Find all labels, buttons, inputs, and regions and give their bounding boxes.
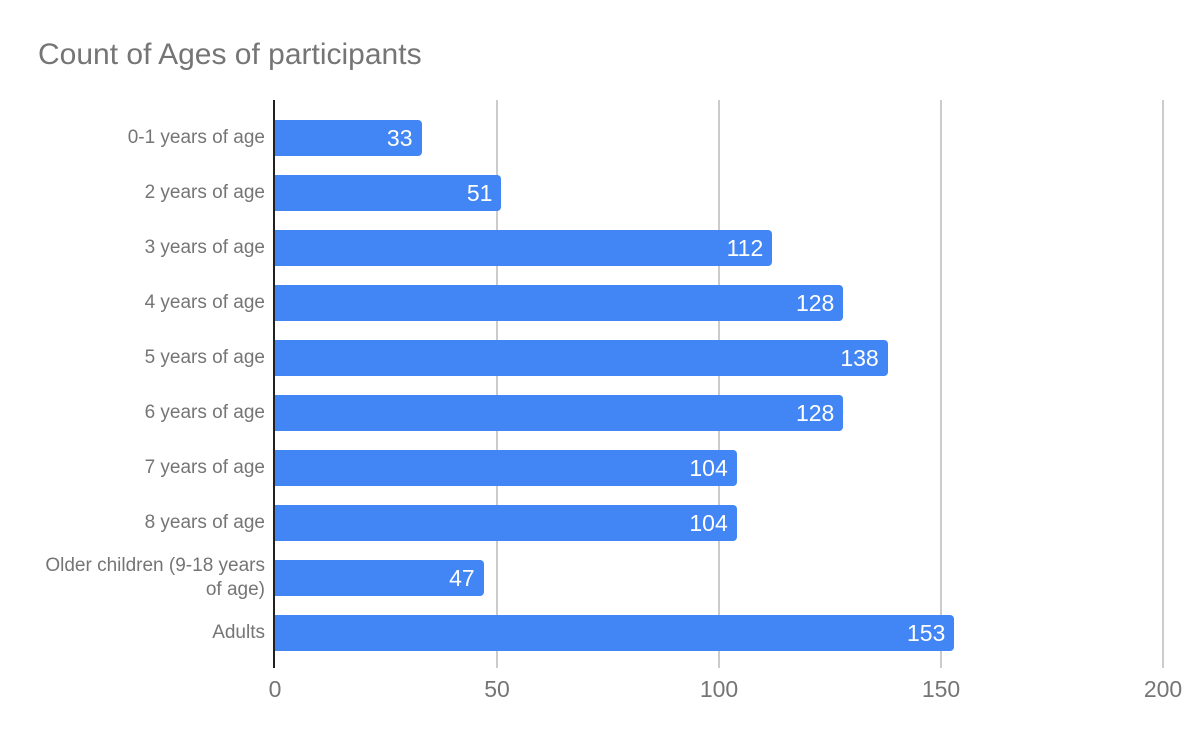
- bar: 128: [275, 395, 844, 431]
- bar-value-label: 104: [689, 455, 728, 481]
- category-label: 3 years of age: [144, 237, 265, 258]
- category-label: Older children (9-18 years of age): [45, 555, 265, 600]
- category-label: 4 years of age: [144, 292, 265, 313]
- plot-area: 33 51 112 128 138 128 104 104 47 153: [273, 100, 1164, 668]
- y-axis-baseline: [273, 100, 275, 668]
- bar-value-label: 51: [466, 180, 493, 206]
- x-axis-tick-label: 200: [1143, 676, 1183, 702]
- gridline-x-200: [1162, 100, 1164, 668]
- bar-value-label: 128: [795, 400, 835, 426]
- bar-value-label: 112: [726, 235, 764, 261]
- category-label: 7 years of age: [144, 457, 265, 478]
- bar-value-label: 47: [449, 565, 475, 591]
- bar-value-label: 153: [906, 620, 946, 646]
- x-axis-tick-label: 150: [921, 676, 961, 702]
- x-axis-tick-label: 50: [484, 676, 510, 702]
- x-axis-tick-label: 0: [268, 676, 282, 702]
- category-label: 8 years of age: [144, 512, 265, 533]
- x-axis-tick-label: 100: [699, 676, 739, 702]
- bar: 138: [275, 340, 888, 376]
- bar: 104: [275, 450, 737, 486]
- bar: 47: [275, 560, 484, 596]
- gridline-x-50: [496, 100, 498, 668]
- category-label: Adults: [212, 622, 265, 643]
- category-label: 0-1 years of age: [127, 127, 265, 148]
- gridline-x-100: [718, 100, 720, 668]
- bar-value-label: 33: [386, 125, 413, 151]
- bar: 112: [275, 230, 773, 266]
- category-label: 2 years of age: [144, 182, 265, 203]
- chart-title: Count of Ages of participants: [38, 38, 422, 71]
- bar-value-label: 128: [795, 290, 835, 316]
- gridline-x-150: [940, 100, 942, 668]
- category-label: 6 years of age: [144, 402, 265, 423]
- bar: 104: [275, 505, 737, 541]
- bar: 51: [275, 175, 502, 211]
- bar: 153: [275, 615, 955, 651]
- category-label: 5 years of age: [144, 347, 265, 368]
- bar-value-label: 138: [840, 345, 879, 371]
- bar: 128: [275, 285, 844, 321]
- bar: 33: [275, 120, 422, 156]
- bar-value-label: 104: [689, 510, 728, 536]
